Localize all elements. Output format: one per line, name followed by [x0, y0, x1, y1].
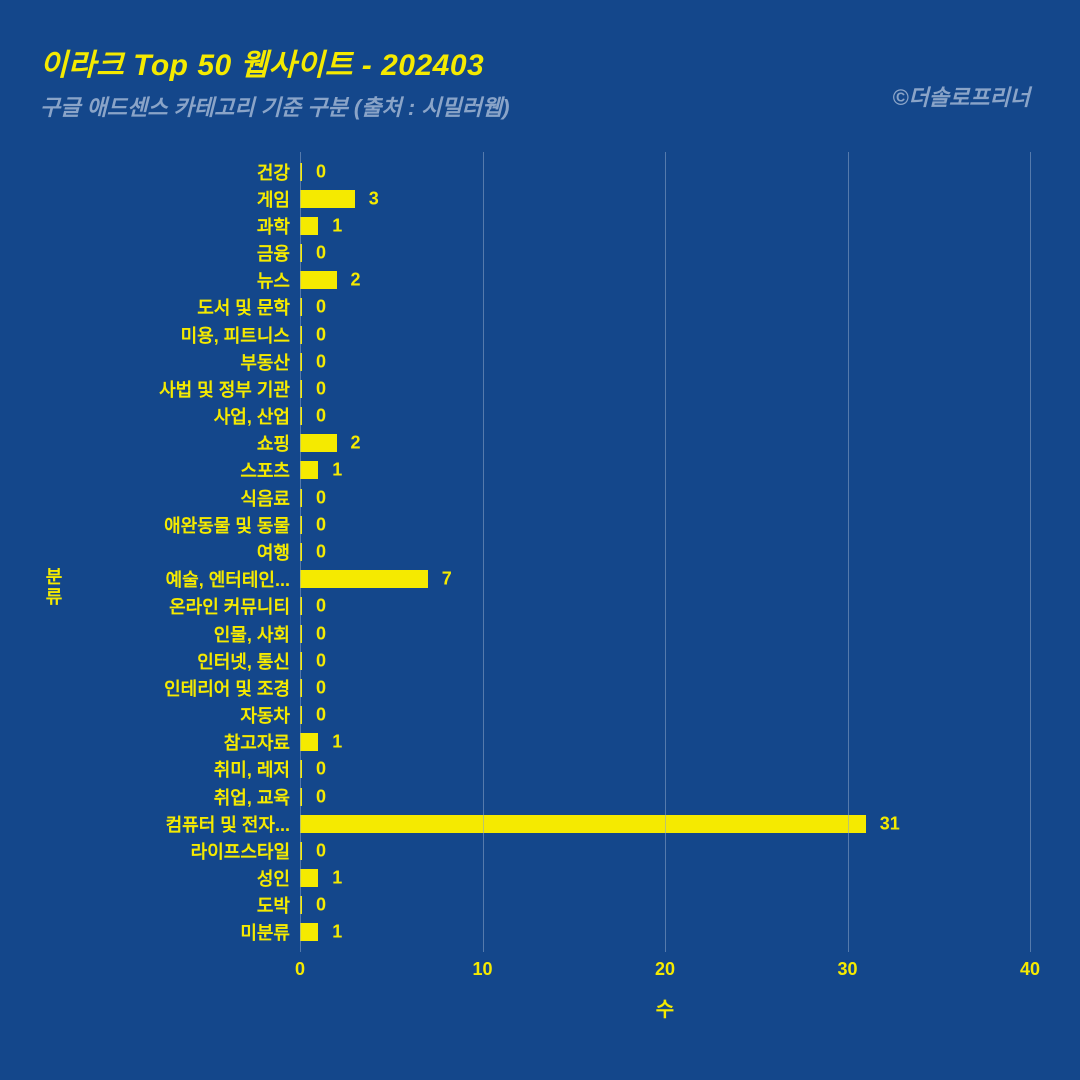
category-label: 라이프스타일 [191, 838, 290, 864]
value-label: 1 [332, 868, 342, 889]
category-label: 여행 [257, 539, 290, 565]
category-label: 인테리어 및 조경 [164, 675, 290, 701]
value-label: 0 [316, 840, 326, 861]
x-tick-label: 30 [837, 959, 857, 980]
category-label: 건강 [257, 159, 290, 185]
x-tick-label: 20 [655, 959, 675, 980]
grid-line [665, 152, 666, 952]
chart-title: 이라크 Top 50 웹사이트 - 202403 [40, 40, 1040, 84]
value-label: 2 [351, 433, 361, 454]
category-label: 뉴스 [257, 267, 290, 293]
chart-subtitle: 구글 애드센스 카테고리 기준 구분 (출처 : 시밀러웹) [40, 90, 1040, 122]
value-label: 0 [316, 324, 326, 345]
value-label: 0 [316, 705, 326, 726]
bar: 2 [300, 271, 337, 289]
value-label: 1 [332, 732, 342, 753]
bar: 1 [300, 733, 318, 751]
bar: 1 [300, 217, 318, 235]
value-label: 2 [351, 270, 361, 291]
x-tick-label: 10 [472, 959, 492, 980]
bar: 1 [300, 869, 318, 887]
value-label: 0 [316, 596, 326, 617]
bar: 7 [300, 570, 428, 588]
plot-area: 건강0게임3과학1금융0뉴스2도서 및 문학0미용, 피트니스0부동산0사법 및… [300, 152, 1030, 952]
category-label: 인터넷, 통신 [197, 648, 290, 674]
category-label: 취업, 교육 [214, 784, 290, 810]
bar: 2 [300, 434, 337, 452]
bar: 3 [300, 190, 355, 208]
category-label: 컴퓨터 및 전자... [166, 811, 290, 837]
value-label: 0 [316, 243, 326, 264]
category-label: 애완동물 및 동물 [164, 512, 290, 538]
value-label: 31 [880, 813, 900, 834]
category-label: 사업, 산업 [214, 403, 290, 429]
category-label: 참고자료 [224, 729, 290, 755]
category-label: 부동산 [240, 349, 290, 375]
value-label: 0 [316, 406, 326, 427]
bar: 31 [300, 815, 866, 833]
bar: 1 [300, 923, 318, 941]
category-label: 미용, 피트니스 [181, 322, 290, 348]
x-axis-title: 수 [300, 993, 1030, 1022]
category-label: 사법 및 정부 기관 [159, 376, 290, 402]
y-axis-title: 분류 [40, 567, 66, 607]
value-label: 0 [316, 895, 326, 916]
value-label: 0 [316, 297, 326, 318]
bar: 1 [300, 461, 318, 479]
category-label: 미분류 [240, 919, 290, 945]
category-label: 예술, 엔터테인... [166, 566, 290, 592]
value-label: 0 [316, 161, 326, 182]
value-label: 0 [316, 650, 326, 671]
grid-line [1030, 152, 1031, 952]
category-label: 쇼핑 [257, 430, 290, 456]
category-label: 도박 [257, 892, 290, 918]
value-label: 0 [316, 677, 326, 698]
value-label: 0 [316, 786, 326, 807]
value-label: 1 [332, 215, 342, 236]
category-label: 과학 [257, 213, 290, 239]
value-label: 3 [369, 188, 379, 209]
value-label: 0 [316, 759, 326, 780]
value-label: 0 [316, 487, 326, 508]
value-label: 0 [316, 378, 326, 399]
category-label: 게임 [257, 186, 290, 212]
value-label: 7 [442, 569, 452, 590]
value-label: 1 [332, 922, 342, 943]
value-label: 0 [316, 541, 326, 562]
category-label: 식음료 [240, 485, 290, 511]
category-label: 온라인 커뮤니티 [169, 593, 290, 619]
chart-container: 분류 건강0게임3과학1금융0뉴스2도서 및 문학0미용, 피트니스0부동산0사… [40, 152, 1040, 1022]
category-label: 취미, 레저 [214, 756, 290, 782]
category-label: 도서 및 문학 [197, 294, 290, 320]
category-label: 금융 [257, 240, 290, 266]
x-tick-label: 0 [295, 959, 305, 980]
value-label: 0 [316, 623, 326, 644]
category-label: 인물, 사회 [214, 621, 290, 647]
value-label: 0 [316, 351, 326, 372]
value-label: 1 [332, 460, 342, 481]
category-label: 성인 [257, 865, 290, 891]
grid-line [848, 152, 849, 952]
x-tick-label: 40 [1020, 959, 1040, 980]
value-label: 0 [316, 514, 326, 535]
category-label: 자동차 [240, 702, 290, 728]
credit-label: ©더솔로프리너 [892, 80, 1030, 112]
category-label: 스포츠 [240, 457, 290, 483]
grid-line [483, 152, 484, 952]
grid-line [300, 152, 301, 952]
